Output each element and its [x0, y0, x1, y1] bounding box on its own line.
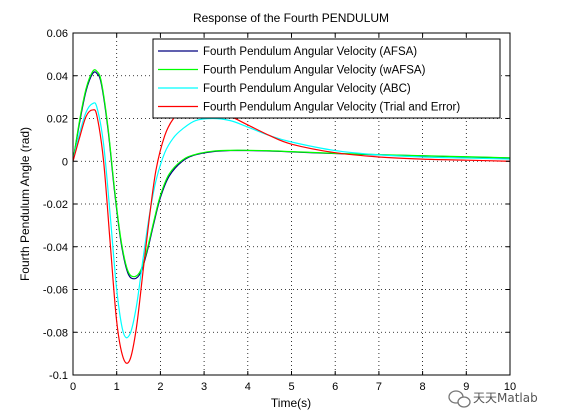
x-tick-label: 7 [376, 381, 382, 393]
x-tick-label: 0 [70, 381, 76, 393]
y-tick-label: 0 [62, 156, 68, 168]
y-tick-label: 0.06 [47, 28, 68, 40]
x-tick-label: 5 [288, 381, 294, 393]
x-tick-label: 6 [332, 381, 338, 393]
legend-box [152, 38, 501, 119]
legend-label-1: Fourth Pendulum Angular Velocity (wAFSA) [203, 65, 426, 77]
x-tick-label: 8 [420, 381, 426, 393]
x-tick-label: 2 [157, 381, 163, 393]
x-tick-label: 3 [201, 381, 207, 393]
axis-ticks: 0 1 2 3 4 5 6 7 8 9 10 0.06 0.04 0.02 0 -0.02 -0.04 -0.06… [43, 28, 516, 393]
legend-label-0: Fourth Pendulum Angular Velocity (AFSA) [203, 46, 417, 58]
series-line-2 [73, 102, 510, 339]
legend-label-2: Fourth Pendulum Angular Velocity (ABC) [203, 83, 411, 95]
y-tick-label: -0.08 [43, 327, 68, 339]
watermark: 天天Matlab [448, 390, 538, 408]
y-tick-label: -0.04 [43, 242, 68, 254]
y-tick-label: 0.04 [47, 71, 68, 83]
x-tick-label: 9 [463, 381, 469, 393]
legend-label-3: Fourth Pendulum Angular Velocity (Trial … [203, 102, 460, 114]
wechat-icon [448, 390, 471, 408]
series-line-1 [73, 69, 510, 278]
series-line-3 [73, 107, 510, 364]
x-tick-label: 4 [245, 381, 251, 393]
legend: Fourth Pendulum Angular Velocity (AFSA) F… [152, 38, 501, 119]
x-tick-label: 10 [504, 381, 516, 393]
y-tick-label: -0.06 [43, 285, 68, 297]
y-axis-label: Fourth Pendulum Angle (rad) [18, 127, 32, 281]
y-tick-label: 0.02 [47, 114, 68, 126]
x-axis-label: Time(s) [271, 396, 311, 410]
watermark-text: 天天Matlab [473, 391, 538, 405]
x-tick-label: 1 [114, 381, 120, 393]
y-tick-label: -0.1 [49, 370, 68, 382]
y-tick-label: -0.02 [43, 199, 68, 211]
series-layer [73, 69, 510, 364]
chart-title: Response of the Fourth PENDULUM [193, 11, 389, 25]
